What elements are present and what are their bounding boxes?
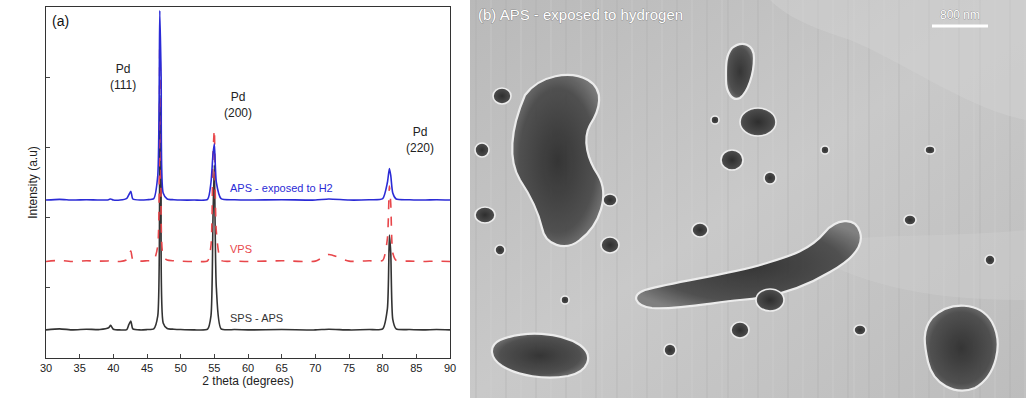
svg-text:30: 30 — [40, 362, 52, 374]
svg-text:Pd(220): Pd(220) — [406, 125, 434, 155]
svg-text:35: 35 — [74, 362, 86, 374]
svg-text:(a): (a) — [52, 13, 69, 29]
svg-text:75: 75 — [343, 362, 355, 374]
svg-text:80: 80 — [377, 362, 389, 374]
svg-text:800 nm: 800 nm — [940, 8, 980, 22]
svg-text:VPS: VPS — [230, 243, 252, 255]
svg-text:APS - exposed to H2: APS - exposed to H2 — [230, 182, 333, 194]
svg-text:65: 65 — [276, 362, 288, 374]
svg-text:90: 90 — [444, 362, 456, 374]
svg-text:60: 60 — [242, 362, 254, 374]
svg-text:SPS - APS: SPS - APS — [230, 312, 283, 324]
svg-text:55: 55 — [208, 362, 220, 374]
svg-text:Pd(111): Pd(111) — [110, 62, 136, 92]
svg-text:(b) APS - exposed to hydrogen: (b) APS - exposed to hydrogen — [478, 6, 683, 23]
svg-text:Intensity (a.u): Intensity (a.u) — [26, 146, 40, 219]
svg-text:70: 70 — [309, 362, 321, 374]
svg-text:85: 85 — [410, 362, 422, 374]
svg-text:40: 40 — [107, 362, 119, 374]
svg-text:50: 50 — [175, 362, 187, 374]
svg-text:2 theta (degrees): 2 theta (degrees) — [202, 374, 293, 388]
svg-text:Pd(200): Pd(200) — [224, 90, 252, 120]
svg-text:45: 45 — [141, 362, 153, 374]
